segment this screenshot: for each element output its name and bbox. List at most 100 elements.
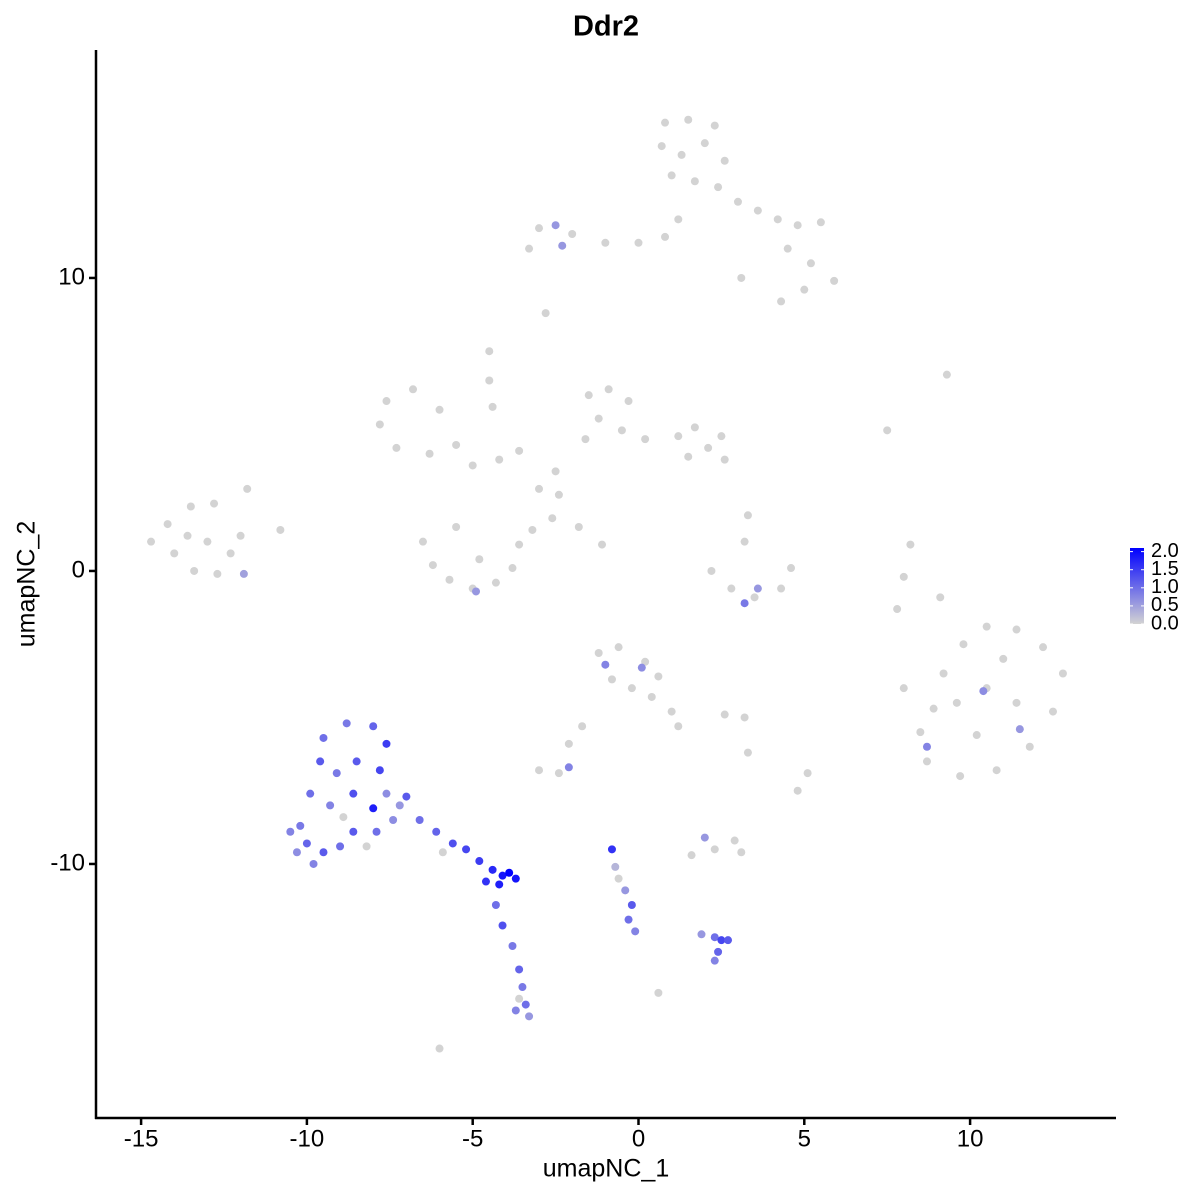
colorbar-label: 0.0 — [1151, 612, 1179, 634]
cell-point — [472, 587, 481, 596]
cell-point — [435, 1044, 444, 1053]
cell-point — [992, 766, 1001, 775]
cell-point — [1025, 742, 1034, 751]
cell-point — [611, 862, 620, 871]
cell-point — [661, 118, 670, 127]
cell-point — [661, 232, 670, 241]
x-axis-title: umapNC_1 — [543, 1155, 669, 1183]
cell-point — [485, 347, 494, 356]
cell-point — [276, 525, 285, 534]
cell-point — [952, 698, 961, 707]
cell-point — [740, 713, 749, 722]
cell-point — [654, 672, 663, 681]
colorbar-label: 2.0 — [1151, 540, 1179, 562]
cell-point — [942, 370, 951, 379]
cell-point — [687, 851, 696, 860]
cell-point — [375, 766, 384, 775]
x-tick-label: -15 — [124, 1125, 159, 1152]
cell-point — [170, 549, 179, 558]
cell-point — [521, 1000, 530, 1009]
cell-point — [309, 859, 318, 868]
x-tick-label: -5 — [462, 1125, 483, 1152]
cell-point — [714, 947, 723, 956]
cell-point — [753, 206, 762, 215]
cell-point — [674, 215, 683, 224]
cell-point — [617, 426, 626, 435]
cell-point — [581, 435, 590, 444]
cell-point — [564, 763, 573, 772]
cell-point — [710, 845, 719, 854]
cell-point — [418, 537, 427, 546]
cell-point — [710, 956, 719, 965]
cell-point — [435, 405, 444, 414]
cell-point — [515, 446, 524, 455]
cell-point — [1048, 707, 1057, 716]
cell-point — [491, 578, 500, 587]
cell-point — [720, 710, 729, 719]
cell-point — [717, 936, 726, 945]
y-axis-title: umapNC_2 — [13, 521, 41, 647]
cell-point — [468, 461, 477, 470]
cell-point — [415, 816, 424, 825]
cell-point — [528, 525, 537, 534]
cell-point — [627, 684, 636, 693]
cell-point — [624, 397, 633, 406]
cell-point — [306, 789, 315, 798]
cell-point — [389, 816, 398, 825]
cell-point — [737, 848, 746, 857]
cell-point — [226, 549, 235, 558]
cell-point — [495, 880, 504, 889]
cell-point — [535, 484, 544, 493]
cell-point — [574, 523, 583, 532]
cell-point — [674, 432, 683, 441]
cell-point — [634, 238, 643, 247]
cell-point — [750, 593, 759, 602]
cell-point — [624, 915, 633, 924]
cell-point — [594, 649, 603, 658]
cell-point — [568, 230, 577, 239]
cell-point — [584, 391, 593, 400]
cell-point — [700, 139, 709, 148]
cell-point — [369, 722, 378, 731]
cell-point — [319, 733, 328, 742]
cell-point — [1015, 725, 1024, 734]
cell-point — [515, 540, 524, 549]
cell-point — [677, 150, 686, 159]
cell-point — [438, 848, 447, 857]
cell-point — [505, 868, 514, 877]
cell-point — [999, 654, 1008, 663]
cell-point — [601, 238, 610, 247]
cell-point — [883, 426, 892, 435]
cell-point — [535, 224, 544, 233]
cell-point — [707, 566, 716, 575]
y-tick-label: 10 — [58, 263, 85, 290]
cell-point — [425, 449, 434, 458]
cell-point — [637, 663, 646, 672]
cell-point — [515, 965, 524, 974]
cell-point — [654, 988, 663, 997]
cell-point — [899, 572, 908, 581]
x-tick-label: -10 — [290, 1125, 325, 1152]
cell-point — [690, 177, 699, 186]
cell-point — [830, 276, 839, 285]
cell-point — [452, 523, 461, 532]
cell-point — [777, 297, 786, 306]
cell-point — [332, 769, 341, 778]
cell-point — [684, 452, 693, 461]
cell-point — [621, 886, 630, 895]
cell-point — [302, 839, 311, 848]
cell-point — [210, 499, 219, 508]
cell-point — [727, 584, 736, 593]
x-tick-label: 5 — [798, 1125, 811, 1152]
cell-point — [554, 490, 563, 499]
cell-point — [806, 259, 815, 268]
cell-point — [296, 821, 305, 830]
cell-point — [395, 801, 404, 810]
cell-point — [667, 171, 676, 180]
cell-point — [186, 502, 195, 511]
cell-point — [710, 121, 719, 130]
cell-point — [352, 757, 361, 766]
cell-point — [614, 874, 623, 883]
